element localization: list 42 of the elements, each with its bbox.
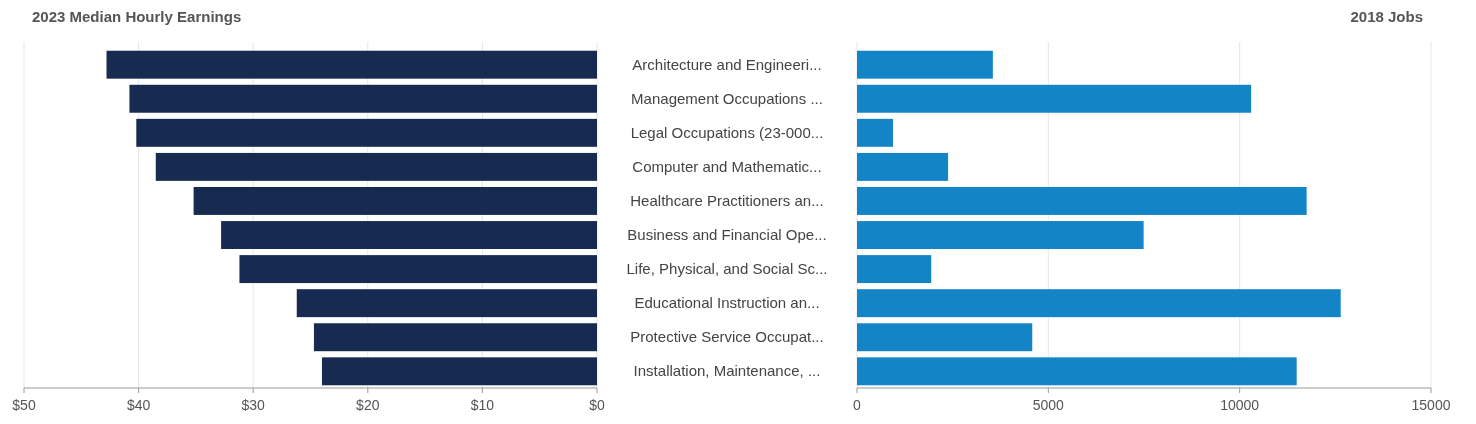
x-tick-label: $0: [589, 397, 605, 413]
bar: [857, 187, 1307, 215]
chart-title: 2018 Jobs: [1350, 8, 1423, 25]
x-tick-label: 10000: [1220, 397, 1260, 413]
y-tick-label: Installation, Maintenance, ...: [633, 362, 821, 380]
x-tick-label: $30: [241, 397, 266, 413]
bar: [857, 152, 949, 181]
y-tick-label: Architecture and Engineeri...: [632, 55, 822, 73]
x-tick-label: 0: [853, 397, 862, 413]
bar: [857, 289, 1341, 318]
bar: [857, 50, 993, 79]
bar: [136, 118, 597, 147]
bar: [296, 289, 597, 318]
bar: [129, 84, 597, 113]
bar: [857, 221, 1144, 249]
y-tick-label: Legal Occupations (23-000...: [630, 123, 824, 141]
y-tick-label: Healthcare Practitioners an...: [630, 191, 824, 209]
y-tick-label: Educational Instruction an...: [634, 294, 820, 312]
bar: [857, 357, 1297, 386]
y-tick-label: Business and Financial Ope...: [627, 226, 827, 244]
bar: [193, 187, 597, 215]
y-tick-label: Computer and Mathematic...: [632, 157, 822, 175]
bar: [106, 50, 597, 79]
x-tick-label: $10: [470, 397, 495, 413]
y-tick-label: Protective Service Occupat...: [630, 328, 824, 346]
bar: [155, 152, 597, 181]
x-tick-label: $20: [356, 397, 380, 413]
chart-title: 2023 Median Hourly Earnings: [32, 8, 242, 25]
bar: [321, 357, 597, 386]
bar: [857, 323, 1033, 352]
x-tick-label: 5000: [1032, 397, 1065, 413]
bar: [857, 118, 893, 147]
bar: [857, 255, 932, 284]
bar: [313, 323, 597, 352]
bar: [857, 84, 1252, 113]
bar: [221, 221, 597, 249]
x-tick-label: 15000: [1411, 397, 1451, 413]
y-tick-label: Life, Physical, and Social Sc...: [626, 260, 828, 278]
x-tick-label: $50: [12, 397, 36, 413]
bar: [239, 255, 597, 284]
y-tick-label: Management Occupations ...: [631, 89, 823, 107]
x-tick-label: $40: [126, 397, 151, 413]
